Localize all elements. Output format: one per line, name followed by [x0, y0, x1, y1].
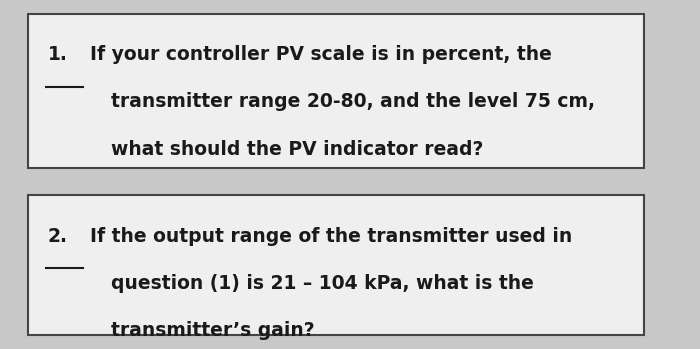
FancyBboxPatch shape [28, 195, 644, 335]
Text: transmitter’s gain?: transmitter’s gain? [111, 321, 314, 340]
Text: question (1) is 21 – 104 kPa, what is the: question (1) is 21 – 104 kPa, what is th… [111, 274, 533, 293]
Text: If the output range of the transmitter used in: If the output range of the transmitter u… [90, 227, 572, 246]
Text: 1.: 1. [48, 45, 67, 64]
Text: 2.: 2. [48, 227, 68, 246]
Text: what should the PV indicator read?: what should the PV indicator read? [111, 140, 483, 158]
Text: If your controller PV scale is in percent, the: If your controller PV scale is in percen… [90, 45, 552, 64]
FancyBboxPatch shape [28, 14, 644, 168]
Text: transmitter range 20-80, and the level 75 cm,: transmitter range 20-80, and the level 7… [111, 92, 594, 111]
